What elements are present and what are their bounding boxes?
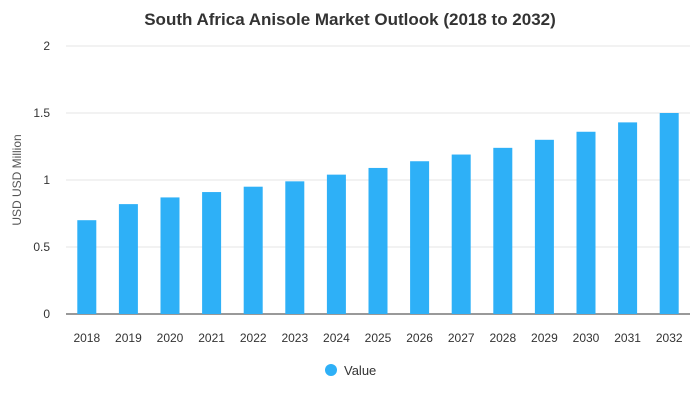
x-tick-label: 2024 — [323, 331, 350, 345]
bar[interactable] — [618, 122, 638, 314]
legend[interactable]: Value — [325, 363, 376, 378]
x-tick-label: 2021 — [198, 331, 225, 345]
bar[interactable] — [118, 204, 138, 314]
y-tick-label: 1.5 — [33, 106, 50, 120]
chart-title: South Africa Anisole Market Outlook (201… — [144, 10, 556, 29]
x-tick-label: 2028 — [489, 331, 516, 345]
x-axis-ticks: 2018 2019 2020 2021 2022 2023 2024 2025 2026 2027… — [73, 331, 682, 345]
y-axis-label: USD USD Million — [10, 134, 24, 225]
x-tick-label: 2030 — [573, 331, 600, 345]
x-tick-label: 2019 — [115, 331, 142, 345]
x-tick-label: 2018 — [73, 331, 100, 345]
bar[interactable] — [77, 220, 97, 314]
y-tick-label: 2 — [43, 39, 50, 53]
bar[interactable] — [493, 147, 513, 314]
bars — [77, 113, 679, 314]
bar[interactable] — [410, 161, 430, 314]
y-tick-label: 0.5 — [33, 240, 50, 254]
bar[interactable] — [243, 186, 263, 314]
x-tick-label: 2025 — [365, 331, 392, 345]
x-tick-label: 2022 — [240, 331, 267, 345]
bar[interactable] — [576, 131, 596, 314]
x-tick-label: 2029 — [531, 331, 558, 345]
x-tick-label: 2031 — [614, 331, 641, 345]
bar[interactable] — [451, 154, 471, 314]
legend-marker-value — [325, 364, 337, 376]
x-tick-label: 2032 — [656, 331, 683, 345]
x-tick-label: 2020 — [157, 331, 184, 345]
bar[interactable] — [202, 192, 222, 314]
x-tick-label: 2027 — [448, 331, 475, 345]
y-tick-label: 1 — [43, 173, 50, 187]
bar[interactable] — [326, 174, 346, 314]
x-tick-label: 2026 — [406, 331, 433, 345]
bar[interactable] — [285, 181, 305, 314]
bar[interactable] — [368, 167, 388, 314]
bar[interactable] — [534, 139, 554, 314]
legend-label-value: Value — [344, 363, 376, 378]
x-tick-label: 2023 — [281, 331, 308, 345]
bar[interactable] — [160, 197, 180, 314]
bar[interactable] — [659, 113, 679, 314]
y-axis-ticks: 0 0.5 1 1.5 2 — [33, 39, 50, 321]
y-tick-label: 0 — [43, 307, 50, 321]
